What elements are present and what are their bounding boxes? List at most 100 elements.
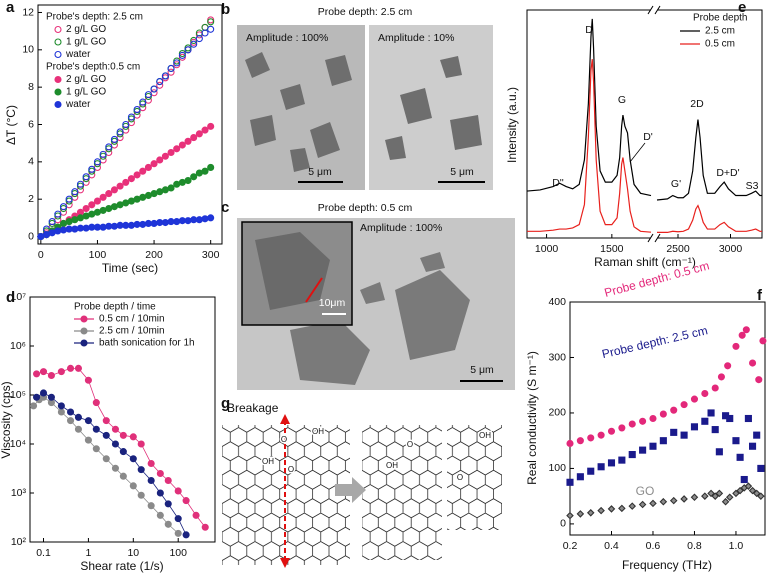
data-point [649,414,657,423]
legend-swatch [80,315,88,323]
data-point [99,150,107,158]
group-label: OH [479,431,491,440]
data-point [618,424,626,432]
data-point [201,126,209,134]
data-point [156,511,164,519]
data-point [156,81,164,89]
data-point [748,486,757,495]
data-point [173,218,181,226]
data-point [738,331,746,339]
data-point [167,68,175,76]
series-line [526,18,652,197]
x-tick-label: 0.6 [646,540,661,552]
data-point [167,148,175,157]
legend-title: Probe's depth:0.5 cm [46,62,140,73]
group-label: O [407,440,413,449]
peak-label: D [585,24,593,36]
plot-frame [526,9,763,239]
data-point [715,489,724,498]
micrograph-frame [369,25,493,190]
legend-swatch [54,100,62,109]
micrograph-label: Amplitude : 100% [360,222,442,234]
data-point [30,402,38,410]
data-point [74,364,83,372]
data-point [195,130,203,138]
data-point [144,191,152,200]
annotation-arrow [629,142,646,163]
y-tick-label: 6 [28,118,34,130]
data-point [74,413,83,421]
micrograph-title: Probe depth: 2.5 cm [318,6,413,18]
y-tick-label: 10⁶ [10,340,26,352]
micrograph-b: b Probe depth: 2.5 cm Amplitude : 100% A… [221,1,493,190]
peak-label: D' [643,131,653,143]
data-point [47,371,55,380]
data-point [119,431,127,439]
scale-bar-label: 5 μm [450,166,474,178]
data-point [732,342,740,350]
data-point [749,359,757,367]
data-point [724,362,732,370]
data-point [744,414,752,423]
data-point [119,448,127,456]
data-point [139,193,147,201]
data-point [48,218,56,226]
data-point [48,229,56,237]
data-point [74,425,83,433]
lattice [447,425,502,530]
plot-frame [29,296,216,543]
data-point [71,216,79,224]
data-point [82,224,90,232]
data-point [57,402,65,410]
data-point [65,225,73,233]
data-point [701,389,709,398]
data-point [137,466,145,474]
flakes [290,252,470,385]
data-point [127,113,135,121]
y-tick-label: 300 [548,351,566,363]
data-point [88,201,96,209]
data-point [711,426,719,434]
axis-break [654,5,661,15]
x-tick-label: 1 [85,547,91,559]
data-point [587,467,595,475]
data-point [607,427,616,435]
micrograph-label: Amplitude : 10% [378,32,454,44]
data-point [757,464,765,472]
peak-label: G' [671,178,681,190]
legend-label: 0.5 cm / 10min [99,314,165,325]
data-point [111,440,119,448]
data-point [92,445,100,453]
peak-label: G [618,94,626,106]
data-point [566,511,574,520]
data-point [129,433,137,441]
data-point [119,472,127,480]
legend-label: 2.5 cm / 10min [99,326,165,337]
legend-label: bath sonication for 1h [99,338,195,349]
group-label: O [288,465,294,474]
data-point [102,417,110,425]
data-point [156,156,164,164]
scheme: g Breakage O OH OH O O OH OH O [221,395,502,568]
peak-label: D'' [552,177,564,189]
legend-swatch [54,50,62,59]
data-point [66,417,75,425]
data-point [92,399,100,407]
data-point [707,489,715,498]
data-point [576,473,584,481]
data-point [182,531,190,539]
x-tick-label: 100 [169,547,187,559]
data-point [54,227,62,235]
panel-label: d [6,289,15,306]
y-tick-label: 2 [28,193,34,205]
group-label: OH [386,461,398,470]
data-point [597,506,605,515]
data-point [576,437,584,445]
data-point [659,437,667,445]
data-point [207,18,215,26]
data-point [137,440,145,448]
data-point [680,495,688,503]
data-point [110,135,118,143]
data-point [649,499,657,508]
x-axis-label: Shear rate (1/s) [80,559,163,573]
